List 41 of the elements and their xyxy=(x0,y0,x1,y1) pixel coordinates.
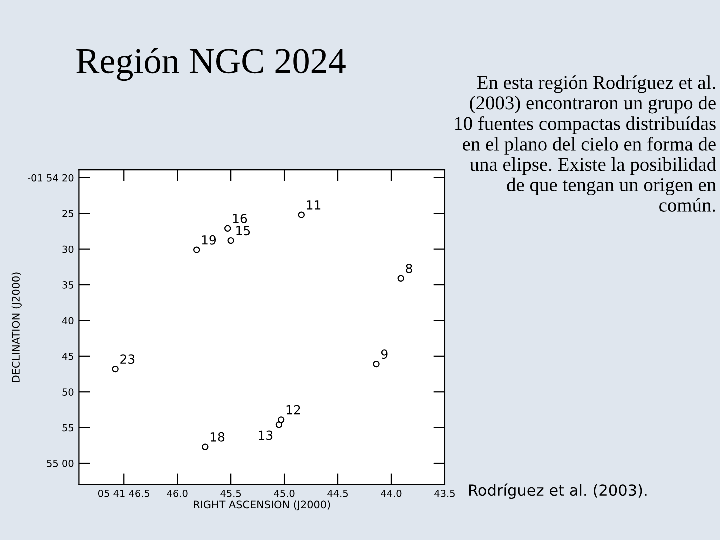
point xyxy=(373,360,380,368)
x-tick-label: 46.0 xyxy=(167,490,188,498)
point xyxy=(112,366,119,373)
annotation: 12 xyxy=(286,405,300,415)
annotation: 13 xyxy=(259,430,273,440)
x-tick-label: 45.0 xyxy=(274,490,295,498)
y-tick-label: 40 xyxy=(62,317,74,325)
annotation: 23 xyxy=(120,354,135,364)
x-tick-label: 43.5 xyxy=(434,490,455,498)
x-tick-label: 05 41 46.5 xyxy=(98,490,150,498)
annotation: 8 xyxy=(406,264,412,274)
y-tick-label: -01 54 20 xyxy=(28,174,74,182)
y-tick-label: 50 xyxy=(62,388,74,396)
point xyxy=(194,246,200,254)
x-tick-label: 44.0 xyxy=(381,490,402,498)
x-tick-label: 45.5 xyxy=(220,490,242,498)
y-tick-label: 55 00 xyxy=(47,460,74,468)
y-tick-label: 25 xyxy=(62,210,74,218)
y-axis-title: DECLINATION (J2000) xyxy=(12,272,22,382)
annotation: 15 xyxy=(236,226,250,236)
x-axis-title: RIGHT ASCENSION (J2000) xyxy=(194,500,330,511)
y-tick-label: 55 xyxy=(62,424,74,432)
y-tick-label: 30 xyxy=(62,246,74,254)
y-tick-label: 35 xyxy=(62,282,74,289)
chart-title: Región NGC 2024 xyxy=(76,48,346,81)
text: Rodríguez et al. (2003). xyxy=(470,484,647,500)
point xyxy=(276,422,283,428)
annotation: 9 xyxy=(381,350,388,360)
point xyxy=(228,237,234,244)
point xyxy=(298,212,305,218)
annotation: 16 xyxy=(233,214,248,224)
point xyxy=(224,225,232,232)
point xyxy=(398,275,404,282)
annotation: 19 xyxy=(202,235,216,245)
annotation: 11 xyxy=(307,200,321,210)
point xyxy=(278,416,285,424)
annotation: 18 xyxy=(210,432,225,442)
y-tick-label: 45 xyxy=(62,353,74,360)
point xyxy=(202,444,209,450)
text: En esta región Rodríguez et al. (2003) encontraron un grupo de 10 fuentes compactas distribuídas en el plano del cielo en forma de una elipse. Existe la posibilidad de que tengan un origen en común. xyxy=(455,76,716,212)
x-tick-label: 44.5 xyxy=(328,490,348,498)
